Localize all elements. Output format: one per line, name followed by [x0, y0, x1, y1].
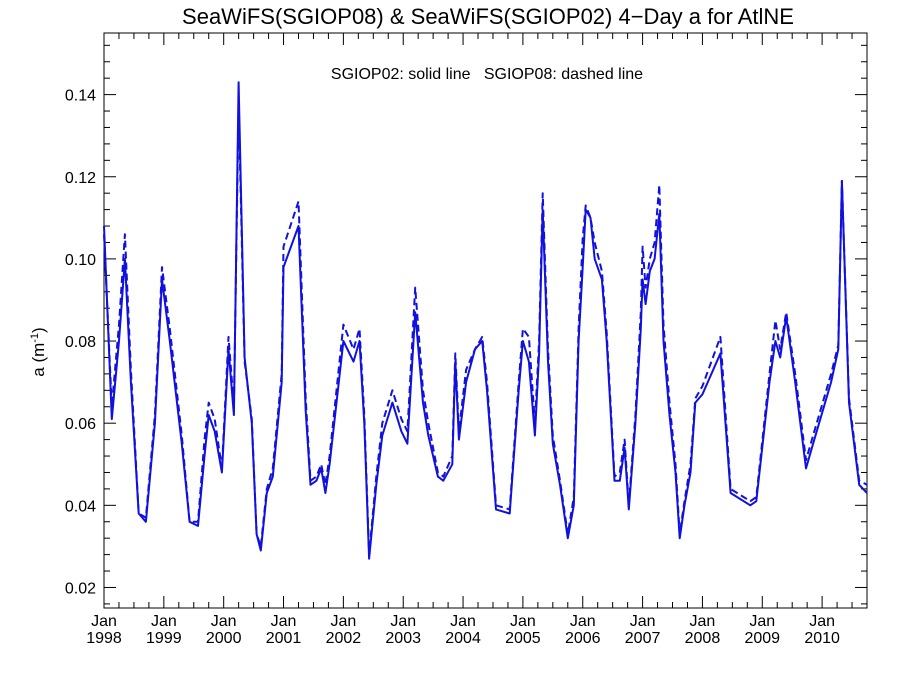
x-tick-year-label: 2009 — [744, 630, 780, 647]
y-tick-label: 0.08 — [65, 334, 96, 351]
x-tick-month-label: Jan — [630, 613, 656, 630]
x-tick-year-label: 2000 — [206, 630, 242, 647]
y-axis-label-main: a (m — [29, 343, 48, 377]
chart-title: SeaWiFS(SGIOP08) & SeaWiFS(SGIOP02) 4−Da… — [182, 4, 794, 29]
plot-frame — [103, 32, 868, 609]
y-axis-label-close: ) — [29, 327, 48, 333]
y-tick-label: 0.06 — [65, 416, 96, 433]
x-tick-month-label: Jan — [510, 613, 536, 630]
x-tick-month-label: Jan — [271, 613, 297, 630]
x-tick-month-label: Jan — [390, 613, 416, 630]
x-tick-month-label: Jan — [690, 613, 716, 630]
x-tick-year-label: 2010 — [804, 630, 840, 647]
x-tick-year-label: 1998 — [86, 630, 122, 647]
x-tick-month-label: Jan — [749, 613, 775, 630]
y-axis-label: a (m-1) — [29, 327, 48, 376]
y-tick-label: 0.04 — [65, 498, 96, 515]
series-line-sgiop08 — [103, 101, 868, 556]
y-tick-label: 0.02 — [65, 580, 96, 597]
x-tick-month-label: Jan — [570, 613, 596, 630]
x-tick-year-label: 2003 — [385, 630, 421, 647]
y-tick-label: 0.10 — [65, 252, 96, 269]
x-tick-year-label: 2004 — [445, 630, 481, 647]
y-tick-label: 0.12 — [65, 170, 96, 187]
series-line-sgiop02 — [103, 81, 868, 560]
line-style-annotation: SGIOP02: solid line SGIOP08: dashed line — [331, 66, 643, 83]
x-tick-month-label: Jan — [809, 613, 835, 630]
x-tick-year-label: 2001 — [266, 630, 302, 647]
x-tick-month-label: Jan — [91, 613, 117, 630]
x-tick-month-label: Jan — [151, 613, 177, 630]
y-axis-label-superscript: -1 — [29, 333, 41, 343]
y-tick-label: 0.14 — [65, 88, 96, 105]
x-tick-year-label: 2008 — [685, 630, 721, 647]
x-tick-year-label: 1999 — [146, 630, 182, 647]
x-tick-year-label: 2007 — [625, 630, 661, 647]
x-tick-year-label: 2006 — [565, 630, 601, 647]
x-tick-year-label: 2002 — [326, 630, 362, 647]
x-tick-month-label: Jan — [211, 613, 237, 630]
plot-area: 0.020.040.060.080.100.120.14Jan1998Jan19… — [65, 32, 868, 647]
x-tick-year-label: 2005 — [505, 630, 541, 647]
x-tick-month-label: Jan — [450, 613, 476, 630]
x-tick-month-label: Jan — [330, 613, 356, 630]
